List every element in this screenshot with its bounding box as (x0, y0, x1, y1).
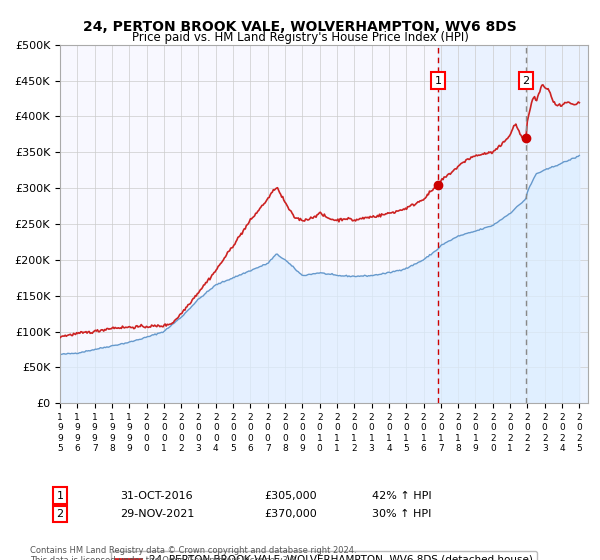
Text: £305,000: £305,000 (264, 491, 317, 501)
Legend: 24, PERTON BROOK VALE, WOLVERHAMPTON, WV6 8DS (detached house), HPI: Average pri: 24, PERTON BROOK VALE, WOLVERHAMPTON, WV… (111, 551, 537, 560)
Text: 2: 2 (522, 76, 529, 86)
Text: 42% ↑ HPI: 42% ↑ HPI (372, 491, 431, 501)
Text: 24, PERTON BROOK VALE, WOLVERHAMPTON, WV6 8DS: 24, PERTON BROOK VALE, WOLVERHAMPTON, WV… (83, 20, 517, 34)
Text: 31-OCT-2016: 31-OCT-2016 (120, 491, 193, 501)
Text: 1: 1 (56, 491, 64, 501)
Bar (438, 45, 588, 403)
Text: 2: 2 (56, 509, 64, 519)
Text: Contains HM Land Registry data © Crown copyright and database right 2024.
This d: Contains HM Land Registry data © Crown c… (30, 546, 356, 560)
Text: £370,000: £370,000 (264, 509, 317, 519)
Text: 30% ↑ HPI: 30% ↑ HPI (372, 509, 431, 519)
Text: 1: 1 (434, 76, 442, 86)
Text: Price paid vs. HM Land Registry's House Price Index (HPI): Price paid vs. HM Land Registry's House … (131, 31, 469, 44)
Text: 29-NOV-2021: 29-NOV-2021 (120, 509, 194, 519)
